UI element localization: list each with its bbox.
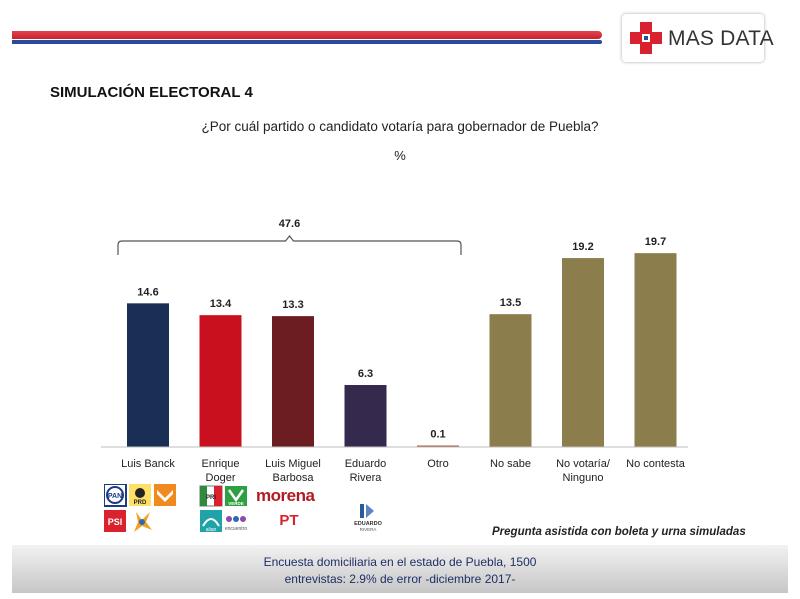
header-stripe: [12, 31, 602, 45]
alianza-text: alian: [206, 527, 217, 533]
verde-text: VERDE: [228, 501, 244, 506]
bar-8: [634, 253, 677, 447]
bar-7: [562, 258, 604, 447]
logo-text: MAS DATA: [668, 27, 774, 50]
category-label-3-2: Barbosa: [273, 472, 315, 484]
header-stripe-red: [12, 31, 602, 39]
pt-text: PT: [279, 512, 298, 529]
category-label-2-2: Doger: [206, 472, 236, 484]
morena-logo-text: morena: [256, 486, 315, 505]
footer-line-2: entrevistas: 2.9% de error -diciembre 20…: [284, 572, 516, 586]
encuentro-social-logo: encuentro: [225, 516, 247, 532]
group-total-label: 47.6: [279, 218, 300, 230]
prd-text: PRD: [134, 500, 147, 506]
category-label-5-1: Otro: [427, 458, 448, 470]
mas-data-logo: MAS DATA: [622, 14, 774, 62]
value-label-5: 0.1: [430, 429, 445, 441]
value-label-1: 14.6: [137, 286, 158, 298]
category-label-3-1: Luis Miguel: [265, 458, 321, 470]
category-label-4-1: Eduardo: [345, 458, 387, 470]
survey-question: ¿Por cuál partido o candidato votaría pa…: [201, 119, 599, 134]
bar-5: [417, 445, 459, 447]
category-label-1-1: Luis Banck: [121, 458, 175, 470]
party-logos: PAN PRD PSI PRI VERDE alian encuentro: [104, 484, 383, 533]
bar-3: [272, 316, 314, 447]
category-label-8-1: No contesta: [626, 458, 686, 470]
bar-1: [127, 303, 169, 447]
medical-cross-icon: [630, 22, 662, 54]
psi-logo: PSI: [104, 510, 126, 532]
verde-logo: VERDE: [225, 486, 247, 506]
pt-logo: PT: [278, 508, 300, 529]
bar-4: [344, 385, 387, 447]
pri-logo: PRI: [199, 485, 223, 507]
category-label-4-2: Rivera: [350, 472, 383, 484]
category-label-7-1: No votaría/: [556, 458, 611, 470]
pan-text: PAN: [108, 493, 122, 500]
value-label-8: 19.7: [645, 236, 666, 248]
eduardo-text: EDUARDO: [354, 521, 383, 527]
bar-2: [199, 315, 242, 447]
footnote: Pregunta asistida con boleta y urna simu…: [492, 526, 746, 538]
cpp-logo: [134, 512, 152, 532]
pri-text: PRI: [206, 495, 216, 501]
category-label-2-1: Enrique: [202, 458, 240, 470]
unit-label: %: [394, 148, 406, 163]
mc-logo: [154, 484, 176, 506]
nueva-alianza-logo: alian: [200, 510, 222, 533]
category-label-7-2: Ninguno: [563, 472, 604, 484]
footer: Encuesta domiciliaria en el estado de Pu…: [12, 545, 788, 593]
footer-line-1: Encuesta domiciliaria en el estado de Pu…: [263, 555, 537, 569]
value-label-3: 13.3: [282, 299, 303, 311]
pan-logo: PAN: [104, 484, 127, 507]
bar-6: [489, 314, 532, 447]
slide-title: SIMULACIÓN ELECTORAL 4: [50, 84, 253, 101]
psi-text: PSI: [108, 517, 123, 527]
value-label-6: 13.5: [500, 297, 521, 309]
encuentro-text: encuentro: [225, 526, 247, 532]
header-stripe-blue: [12, 40, 602, 44]
value-label-7: 19.2: [572, 241, 593, 253]
rivera-text: RIVERA: [360, 527, 377, 532]
value-label-2: 13.4: [210, 298, 232, 310]
category-label-6-1: No sabe: [490, 458, 531, 470]
eduardo-rivera-logo: EDUARDO RIVERA: [354, 504, 383, 532]
group-bracket: [117, 235, 462, 255]
prd-logo: PRD: [129, 484, 151, 506]
value-label-4: 6.3: [358, 368, 373, 380]
